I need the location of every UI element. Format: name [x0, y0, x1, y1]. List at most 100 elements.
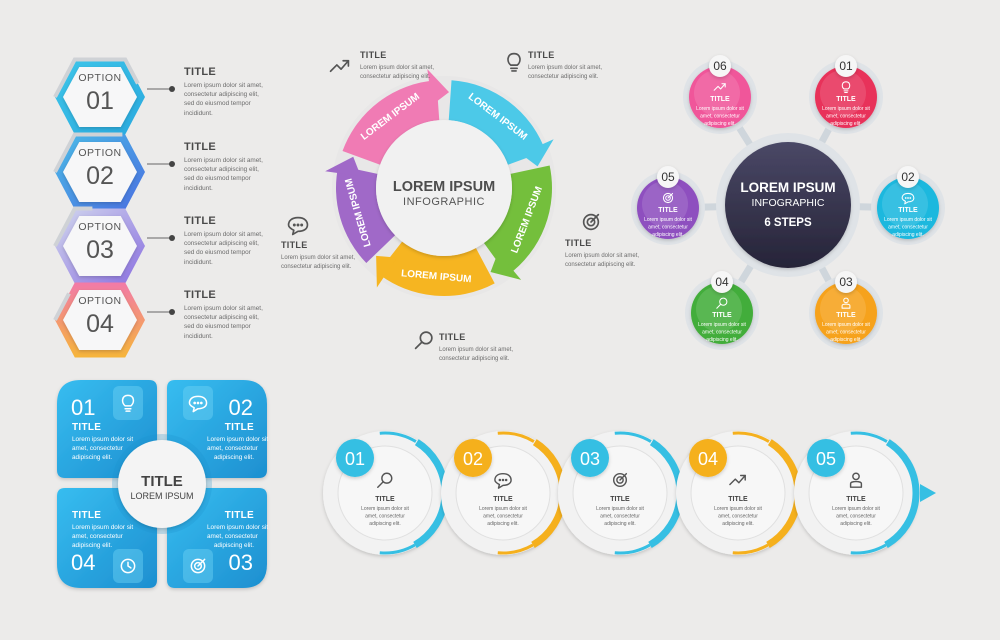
quadrant-number: 02: [229, 395, 253, 420]
hexagon-shade: [52, 206, 148, 286]
step-number: 03: [580, 449, 600, 469]
segment-arc: [336, 165, 396, 264]
lightbulb-icon: [121, 394, 135, 412]
body-line: consectetur adipiscing elit.: [360, 74, 431, 81]
node-disc: [691, 282, 753, 344]
hexagon-face: [63, 290, 137, 350]
body-line: sed do eiusmod tempor: [184, 249, 251, 257]
option-hexagon: OPTION 02: [52, 132, 175, 212]
trend-arrow-icon: [729, 474, 746, 486]
callout-description: Lorem ipsum dolor sit amet, consectetur a…: [439, 346, 513, 364]
quadrant-number: 01: [71, 395, 95, 420]
body-line: Lorem ipsum dolor sit amet,: [184, 157, 263, 164]
chat-bubble-icon: [901, 192, 915, 205]
option-hexagon: OPTION 04: [52, 280, 175, 360]
option-number: 01: [86, 87, 114, 115]
step-line: Lorem ipsum dolor sit: [479, 506, 527, 512]
quadrant-title: TITLE: [224, 510, 254, 521]
step-title: TITLE: [610, 496, 630, 503]
step-line: amet, consectetur: [365, 514, 405, 520]
step-line: Lorem ipsum dolor sit: [596, 506, 644, 512]
node-line: Lorem ipsum dolor sit: [698, 322, 746, 328]
body-line: consectetur adipiscing elit.: [528, 74, 599, 81]
segment-arrow: [520, 139, 554, 167]
step-arc-thin: [614, 543, 651, 555]
body-line: adipiscing elit.: [213, 454, 254, 462]
step-title: TITLE: [375, 496, 395, 503]
segment-arrow: [376, 255, 398, 288]
body-line: adipiscing elit.: [72, 542, 113, 550]
body-line: consectetur adipiscing elit,: [184, 166, 259, 174]
center-subtitle: INFOGRAPHIC: [752, 197, 825, 209]
center-disc: [118, 440, 206, 528]
body-line: Lorem ipsum dolor sit amet,: [528, 65, 603, 71]
step-number: 01: [345, 449, 365, 469]
quadrant-description: Lorem ipsum dolor sit amet, consectetur ad…: [72, 523, 133, 551]
body-line: amet, consectetur: [72, 533, 123, 541]
center-title: TITLE: [141, 473, 183, 490]
icon-tab: [113, 386, 143, 420]
node-line: adipiscing elit.: [892, 232, 923, 238]
quadrant-number: 03: [229, 550, 253, 575]
segment-arrow: [325, 156, 361, 177]
option-hexagon: OPTION 01: [52, 57, 175, 137]
connector-dot: [169, 161, 175, 167]
body-line: incididunt.: [184, 258, 213, 266]
node-number: 05: [661, 170, 675, 184]
body-line: consectetur adipiscing elit.: [439, 356, 510, 363]
wheel-title: LOREM IPSUM: [393, 179, 495, 195]
callout-description: Lorem ipsum dolor sit amet, consectetur a…: [565, 252, 639, 270]
option-word: OPTION: [78, 221, 121, 233]
step-badge: [336, 439, 374, 477]
step-arc-thin: [850, 543, 887, 555]
node-disc: [689, 66, 751, 128]
step-badge: [689, 439, 727, 477]
trend-arrow-icon: [329, 59, 350, 73]
timeline: 01 TITLE Lorem ipsum dolor sit amet, consec…: [323, 431, 936, 555]
node-line: adipiscing elit.: [830, 337, 861, 343]
hex-option-list: OPTION 01 OPTION 02 OPTION 03 OPTION 04: [52, 57, 175, 360]
node-number: 06: [713, 59, 727, 73]
hexagon-shade: [52, 57, 148, 137]
node-number: 03: [839, 275, 853, 289]
node-shine: [694, 70, 740, 116]
node-line: Lorem ipsum dolor sit: [822, 322, 870, 328]
node-line: Lorem ipsum dolor sit: [696, 106, 744, 112]
body-line: consectetur adipiscing elit.: [281, 264, 352, 271]
step-title: TITLE: [846, 496, 866, 503]
option-title: TITLE: [184, 289, 217, 301]
option-number: 04: [86, 310, 114, 338]
step-arc-thin: [379, 431, 417, 443]
hexagon-face: [63, 142, 137, 202]
target-icon: [582, 213, 600, 231]
option-number: 02: [86, 162, 114, 190]
step-line: adipiscing elit.: [369, 521, 400, 527]
step-title: TITLE: [728, 496, 748, 503]
hexagon-shade: [52, 132, 148, 212]
wheel-callout: [414, 331, 433, 350]
timeline-step: 05 TITLE Lorem ipsum dolor sit amet, consec…: [794, 431, 936, 555]
option-description: Lorem ipsum dolor sit amet, consectetur a…: [184, 81, 263, 118]
node-line: adipiscing elit.: [830, 121, 861, 127]
body-line: Lorem ipsum dolor sit: [207, 524, 269, 531]
body-line: Lorem ipsum dolor sit: [207, 436, 269, 443]
magnifier-icon: [716, 297, 728, 309]
magnifier-icon: [377, 472, 393, 488]
option-word: OPTION: [78, 72, 121, 84]
node-line: amet, consectetur: [702, 330, 742, 336]
wheel-segment: LOREM IPSUM: [483, 165, 552, 280]
step-line: amet, consectetur: [836, 514, 876, 520]
step-line: adipiscing elit.: [722, 521, 753, 527]
quadrant-number: 04: [71, 550, 95, 575]
quadrant-item: 01: [71, 386, 143, 420]
segment-arrow: [490, 252, 522, 280]
node-disc: [637, 177, 699, 239]
callout-description: Lorem ipsum dolor sit amet, consectetur a…: [281, 254, 355, 272]
step-number: 04: [698, 449, 718, 469]
node-line: adipiscing elit.: [652, 232, 683, 238]
node-badge: [835, 271, 857, 293]
step-badge: [571, 439, 609, 477]
node-line: amet, consectetur: [700, 114, 740, 120]
